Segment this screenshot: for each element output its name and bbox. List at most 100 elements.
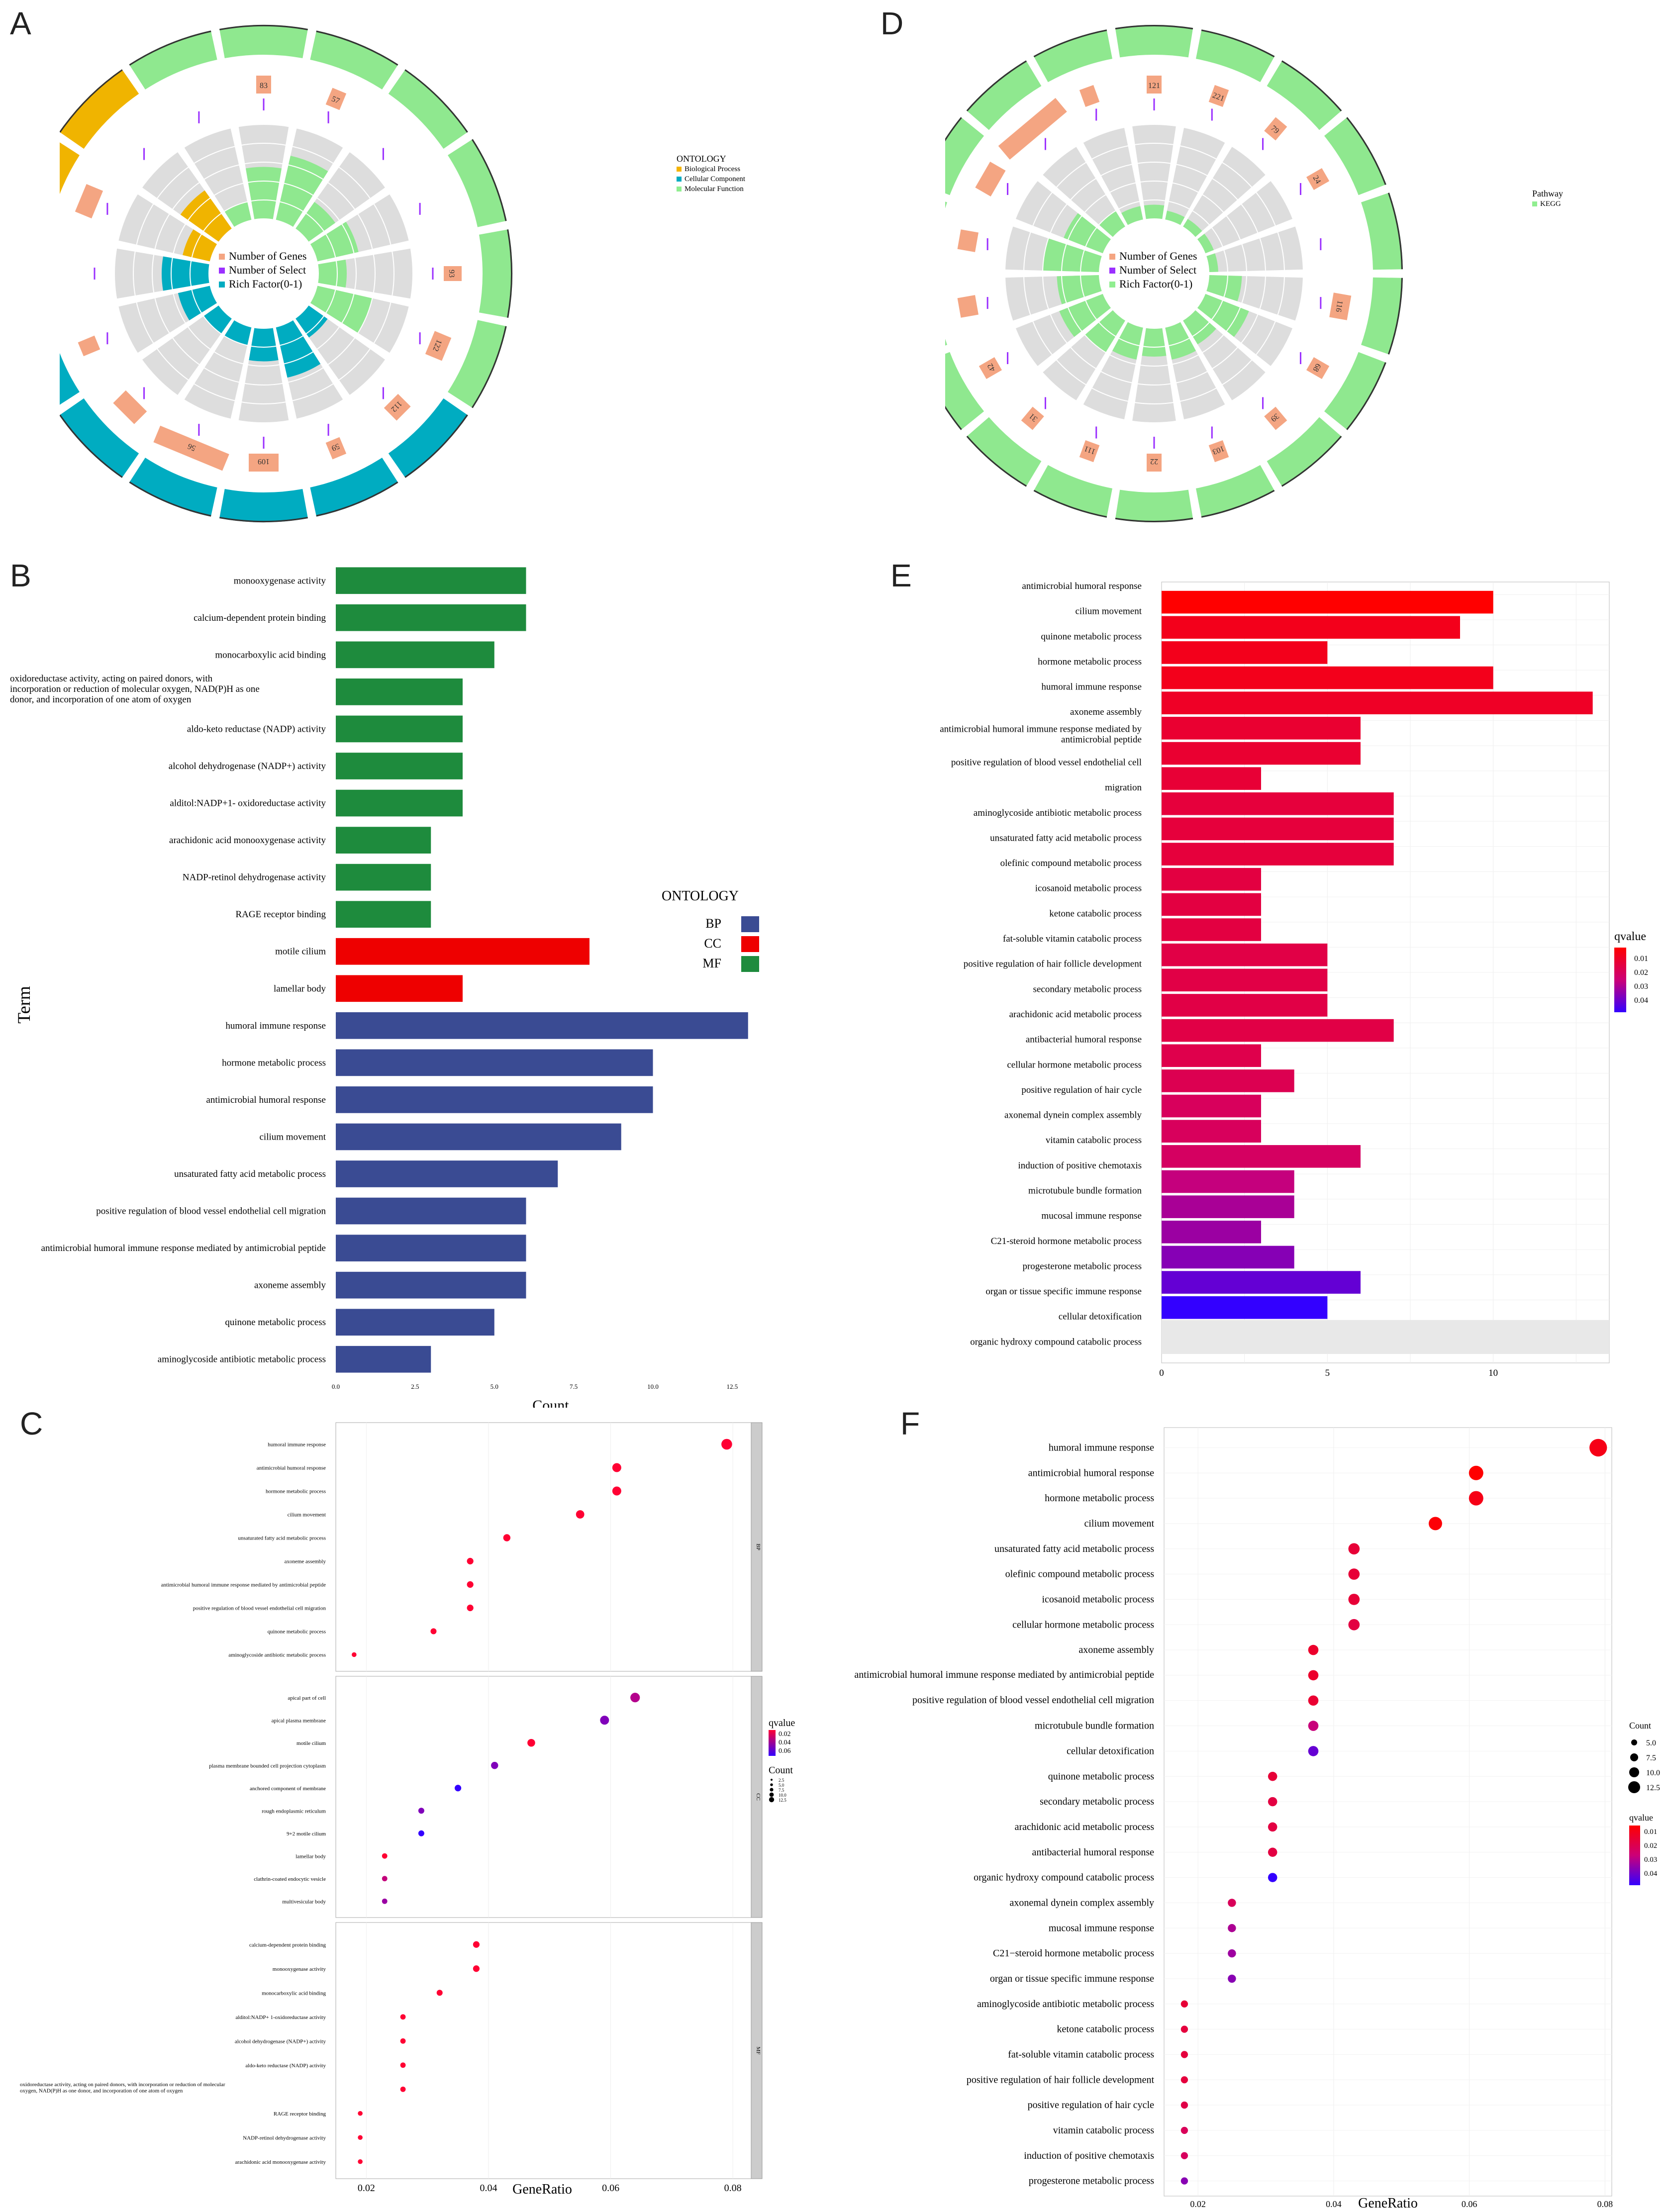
c-term-label: multivesicular body (282, 1899, 326, 1905)
c-point (436, 1990, 443, 1996)
e-legend-tick: 0.02 (1634, 968, 1648, 977)
gene-count-bar (1329, 292, 1352, 320)
gene-count-bar (256, 76, 271, 94)
f-legend-q-tick: 0.04 (1644, 1870, 1658, 1878)
gene-count-box: 122 (425, 331, 452, 361)
f-term-label: humoral immune response (1049, 1442, 1154, 1453)
legend-key (1532, 201, 1537, 206)
panel-letter-e: E (890, 558, 912, 593)
rich-factor-bar (1206, 275, 1242, 301)
outer-sector (388, 398, 468, 478)
sector-edge (945, 405, 962, 430)
rich-factor-bar (1112, 321, 1143, 360)
bar (336, 1235, 526, 1261)
f-point (1308, 1670, 1319, 1681)
panel-letter-f: F (900, 1406, 920, 1442)
e-category-label: antimicrobial humoral immune response me… (940, 724, 1142, 745)
f-point (1308, 1721, 1319, 1731)
gene-count-box: 39 (1264, 406, 1287, 430)
gene-count-box (78, 335, 100, 357)
b-category-label: positive regulation of blood vessel endo… (96, 1206, 326, 1217)
bar (336, 715, 463, 743)
f-term-label: microtubule bundle formation (1035, 1721, 1154, 1731)
outer-sector (1324, 352, 1386, 430)
rich-factor-bar (295, 201, 336, 242)
e-category-label: axoneme assembly (1070, 707, 1142, 717)
c-point (358, 2135, 363, 2140)
c-legend-count-tick: 10.0 (779, 1793, 786, 1798)
grid-ring (1061, 181, 1247, 367)
b-category-label: antimicrobial humoral response (206, 1095, 326, 1105)
e-category-label: C21-steroid hormone metabolic process (991, 1236, 1142, 1247)
gene-count-box: 59 (325, 437, 347, 460)
c-facet-strip (751, 1676, 763, 1918)
gene-count-box: 42 (979, 357, 1002, 379)
outer-sector (388, 69, 468, 149)
e-category-label: microtubule bundle formation (1028, 1185, 1142, 1196)
c-term-label: humoral immune response (268, 1442, 326, 1448)
c-term-label: clathrin-coated endocytic vesicle (254, 1876, 326, 1882)
b-x-tick: 10.0 (647, 1383, 659, 1390)
c-point (400, 2038, 406, 2044)
panel-letter-a: A (10, 5, 31, 41)
c-term-label: alcohol dehydrogenase (NADP+) activity (235, 2038, 326, 2044)
gene-count-box (957, 229, 979, 252)
f-term-label: positive regulation of hair cycle (1028, 2100, 1154, 2111)
sector-edge (1346, 362, 1386, 430)
f-legend-count-dot (1628, 1781, 1640, 1793)
f-legend-count-dot (1631, 1739, 1637, 1745)
c-point (454, 1785, 462, 1792)
b-category-label: motile cilium (275, 947, 326, 957)
bar (1162, 1094, 1261, 1118)
c-term-label: anchored component of membrane (250, 1786, 326, 1792)
b-x-axis-label: Count (532, 1397, 569, 1408)
f-term-label: cellular hormone metabolic process (1012, 1619, 1154, 1630)
center-legend-key (219, 268, 225, 274)
bar (1162, 893, 1261, 916)
gene-count-bar (1208, 440, 1229, 463)
c-point (430, 1628, 437, 1635)
outer-sector (219, 25, 308, 59)
f-legend-count-dot (1630, 1753, 1638, 1761)
f-term-label: unsaturated fatty acid metabolic process (994, 1543, 1154, 1554)
rich-factor-bar (1059, 293, 1111, 337)
f-legend-count-title: Count (1629, 1721, 1651, 1731)
c-term-label: aldo-keto reductase (NADP) activity (245, 2063, 326, 2069)
gene-count-box: 68 (1306, 357, 1330, 379)
outer-sector (1115, 25, 1193, 58)
f-colorbar (1629, 1826, 1640, 1885)
c-point (418, 1808, 424, 1814)
f-point (1180, 2000, 1188, 2008)
e-category-label: quinone metabolic process (1041, 631, 1142, 642)
f-point (1589, 1439, 1607, 1457)
f-point (1268, 1873, 1277, 1882)
e-category-label: positive regulation of blood vessel endo… (951, 758, 1142, 768)
bar (336, 1012, 748, 1039)
outer-sector (60, 398, 139, 478)
outer-sector (479, 229, 512, 318)
inner-track (1197, 181, 1293, 254)
f-term-label: vitamin catabolic process (1053, 2125, 1154, 2136)
f-term-label: arachidonic acid metabolic process (1015, 1822, 1155, 1832)
bar (1162, 717, 1361, 740)
gene-count-bar (957, 229, 979, 252)
f-legend-q-tick: 0.02 (1644, 1842, 1657, 1850)
rich-factor-bar (180, 190, 232, 242)
c-point (503, 1534, 511, 1541)
f-point (1348, 1543, 1360, 1555)
bar (336, 567, 526, 594)
gene-count-bar (444, 266, 462, 281)
bar (336, 827, 431, 854)
gene-count-bar (998, 97, 1067, 160)
c-term-label: cilium movement (288, 1512, 326, 1518)
rich-factor-bar (1165, 210, 1185, 226)
gene-count-bar (1079, 440, 1100, 463)
f-legend-count-tick: 5.0 (1646, 1739, 1656, 1747)
f-point (1308, 1695, 1319, 1706)
c-point (382, 1876, 388, 1882)
gene-count-bar (1306, 168, 1330, 190)
gene-count-label: 56 (187, 442, 197, 453)
f-term-label: positive regulation of hair follicle dev… (967, 2074, 1155, 2085)
gene-count-box (957, 295, 979, 318)
gene-count-box (1079, 85, 1100, 107)
